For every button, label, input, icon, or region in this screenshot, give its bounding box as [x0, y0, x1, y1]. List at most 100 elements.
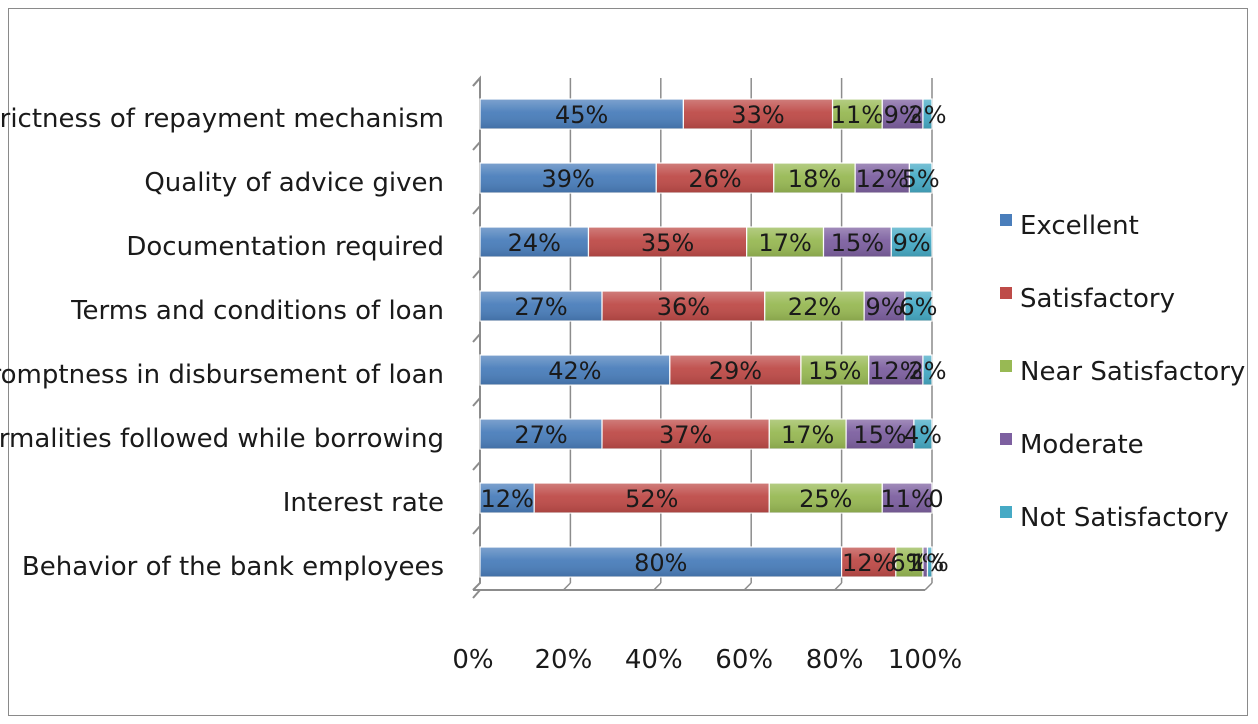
data-label: 24% [508, 229, 561, 257]
bar-shine [909, 163, 932, 193]
data-label: 29% [709, 357, 762, 385]
data-label: 27% [514, 421, 567, 449]
bar-shine [773, 163, 856, 193]
legend-swatch [1000, 506, 1012, 518]
x-tick-label: 0% [452, 645, 493, 675]
data-label: 25% [799, 485, 852, 513]
bar-shine [602, 291, 765, 321]
gridline-floor [924, 582, 933, 591]
bar-shine [913, 419, 932, 449]
category-label: Terms and conditions of loan [70, 296, 444, 326]
bar-shine [846, 419, 914, 449]
bar-shine [927, 547, 932, 577]
data-label: 18% [788, 165, 841, 193]
bar-shine [832, 99, 883, 129]
data-label: 6% [890, 549, 928, 577]
category-tick [472, 397, 481, 407]
x-tick-label: 40% [625, 645, 683, 675]
data-label: 80% [634, 549, 687, 577]
bar-shine [823, 227, 892, 257]
bar-shine [534, 483, 770, 513]
data-label: 0 [928, 485, 943, 513]
data-label: 1% [911, 549, 949, 577]
bar-shine [480, 547, 842, 577]
legend-label: Excellent [1020, 211, 1139, 241]
bar-shine [480, 163, 657, 193]
data-label: 15% [853, 421, 906, 449]
bar-shine [480, 419, 603, 449]
category-tick [472, 141, 481, 151]
category-tick [472, 333, 481, 343]
data-label: 15% [831, 229, 884, 257]
bar-shine [683, 99, 833, 129]
category-label: Behavior of the bank employees [22, 552, 444, 582]
bar-shine [769, 419, 847, 449]
bar-shine [882, 99, 923, 129]
legend-label: Near Satisfactory [1020, 357, 1245, 387]
data-label: 17% [758, 229, 811, 257]
data-label: 37% [659, 421, 712, 449]
x-tick-label: 20% [535, 645, 593, 675]
bar-shine [769, 483, 883, 513]
data-label: 36% [657, 293, 710, 321]
gridline-floor [743, 582, 752, 591]
gridline-floor [562, 582, 571, 591]
data-label: 9% [884, 101, 922, 129]
data-label: 12% [480, 485, 533, 513]
category-tick [472, 269, 481, 279]
gridline-floor [653, 582, 662, 591]
data-label: 35% [641, 229, 694, 257]
data-label: 45% [555, 101, 608, 129]
bar-shine [746, 227, 824, 257]
x-tick-label: 100% [888, 645, 962, 675]
category-tick [472, 205, 481, 215]
bar-shine [922, 355, 932, 385]
data-label: 27% [514, 293, 567, 321]
bar-shine [864, 291, 905, 321]
bar-shine [480, 227, 589, 257]
category-label: Quality of advice given [144, 168, 444, 198]
category-label: Interest rate [283, 488, 444, 518]
data-label: 12% [869, 357, 922, 385]
gridline-floor [834, 582, 843, 591]
data-label: 26% [688, 165, 741, 193]
data-label: 9% [866, 293, 904, 321]
bar-shine [882, 483, 932, 513]
bar-shine [891, 227, 932, 257]
data-label: 9% [893, 229, 931, 257]
data-label: 4% [904, 421, 942, 449]
category-tick [472, 589, 481, 599]
x-axis-ticks: 0% 20% 40% 60% 80% 100% [452, 645, 962, 675]
bar-shine [764, 291, 865, 321]
data-label: 12% [842, 549, 895, 577]
bar-shine [922, 99, 932, 129]
x-tick-label: 80% [806, 645, 864, 675]
bar-shine [841, 547, 896, 577]
legend-swatch [1000, 360, 1012, 372]
data-label: 11% [880, 485, 933, 513]
data-label: 2% [908, 101, 946, 129]
data-label: 6% [899, 293, 937, 321]
category-tick [472, 77, 481, 87]
data-label: 17% [781, 421, 834, 449]
legend-label: Moderate [1020, 430, 1144, 460]
x-tick-label: 60% [715, 645, 773, 675]
data-label: 15% [808, 357, 861, 385]
legend: Excellent Satisfactory Near Satisfactory Mo… [1000, 211, 1245, 533]
data-label: 39% [541, 165, 594, 193]
legend-label: Not Satisfactory [1020, 503, 1229, 533]
category-label: Formalities followed while borrowing [0, 424, 444, 454]
category-tick [472, 525, 481, 535]
bar-shine [480, 355, 670, 385]
data-label: 11% [831, 101, 884, 129]
bar-shine [904, 291, 932, 321]
category-label: Promptness in disbursement of loan [0, 360, 444, 390]
category-tick [472, 461, 481, 471]
bar-shine [855, 163, 910, 193]
bar-shine [922, 547, 928, 577]
legend-swatch [1000, 433, 1012, 445]
gridline-floor [472, 582, 481, 591]
bar-shine [602, 419, 770, 449]
bar-shine [480, 483, 535, 513]
